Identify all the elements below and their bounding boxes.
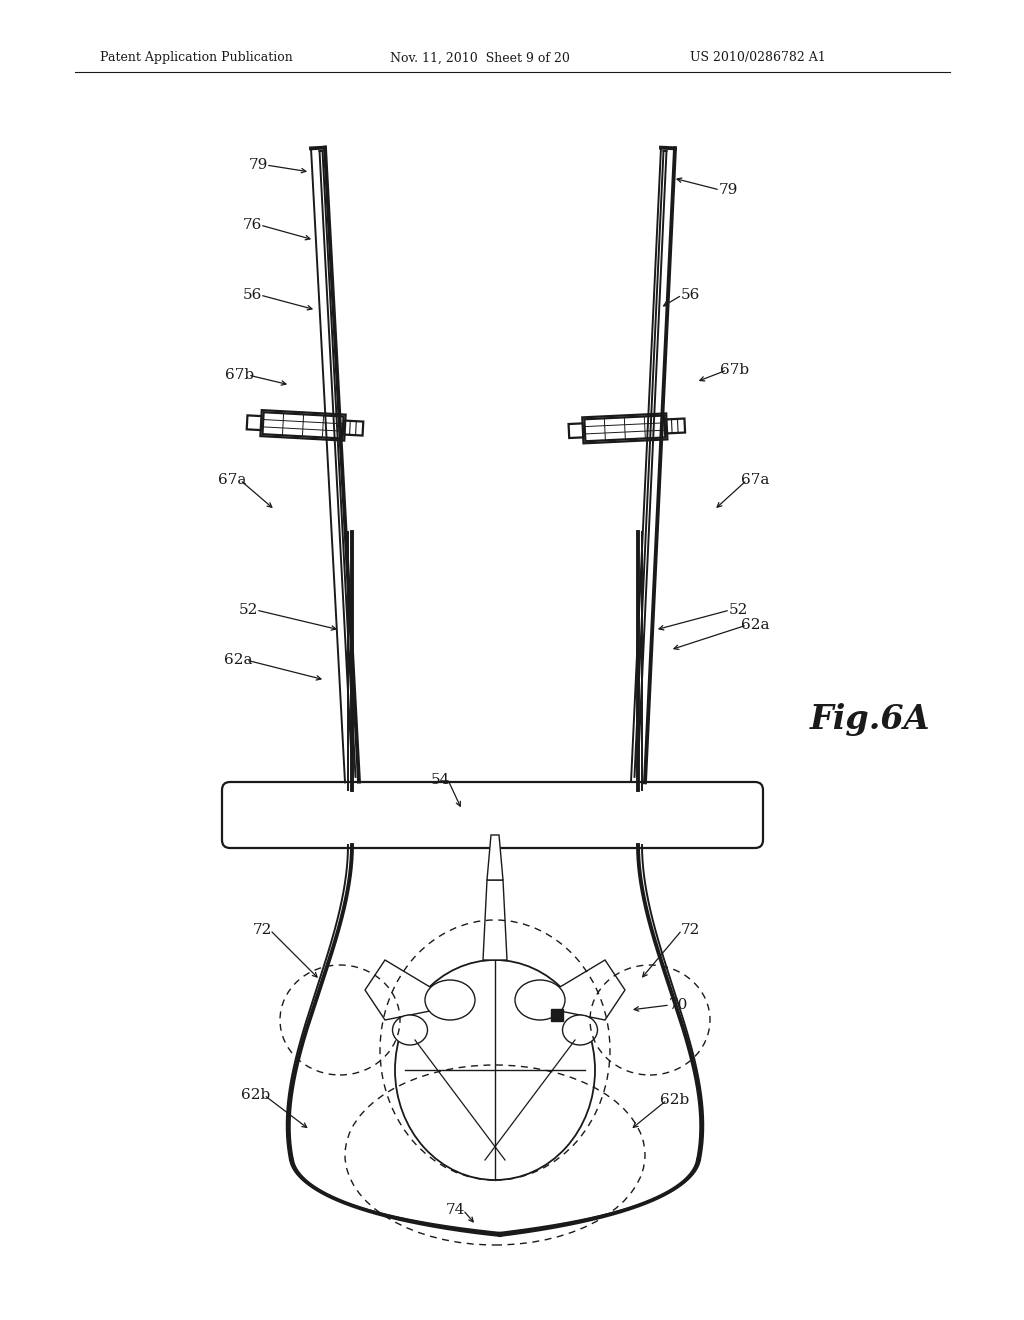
Text: Fig.6A: Fig.6A: [810, 704, 931, 737]
Text: 72: 72: [252, 923, 271, 937]
Polygon shape: [665, 418, 685, 433]
Polygon shape: [585, 416, 666, 441]
Ellipse shape: [392, 1015, 427, 1045]
Text: 56: 56: [243, 288, 262, 302]
Text: 79: 79: [718, 183, 737, 197]
Polygon shape: [487, 836, 503, 880]
Polygon shape: [555, 960, 625, 1020]
Ellipse shape: [562, 1015, 597, 1045]
Text: 52: 52: [239, 603, 258, 616]
FancyBboxPatch shape: [222, 781, 763, 847]
Text: 72: 72: [680, 923, 699, 937]
Bar: [551, 1008, 563, 1020]
Text: 52: 52: [728, 603, 748, 616]
Text: 56: 56: [680, 288, 699, 302]
Polygon shape: [247, 416, 261, 430]
Text: 79: 79: [248, 158, 267, 172]
Text: 67b: 67b: [225, 368, 255, 381]
Polygon shape: [262, 412, 343, 438]
Polygon shape: [343, 421, 364, 436]
Ellipse shape: [425, 979, 475, 1020]
Text: 67a: 67a: [740, 473, 769, 487]
Text: 70: 70: [669, 998, 688, 1012]
Text: 54: 54: [430, 774, 450, 787]
Text: 74: 74: [445, 1203, 465, 1217]
Ellipse shape: [515, 979, 565, 1020]
Text: Nov. 11, 2010  Sheet 9 of 20: Nov. 11, 2010 Sheet 9 of 20: [390, 51, 570, 65]
Text: 67a: 67a: [218, 473, 246, 487]
Text: 62b: 62b: [242, 1088, 270, 1102]
Text: 62a: 62a: [224, 653, 252, 667]
Text: 62a: 62a: [740, 618, 769, 632]
Ellipse shape: [395, 960, 595, 1180]
Text: 67b: 67b: [721, 363, 750, 378]
Text: 76: 76: [243, 218, 262, 232]
Text: 62b: 62b: [660, 1093, 689, 1107]
Polygon shape: [365, 960, 435, 1020]
Polygon shape: [568, 424, 584, 438]
Polygon shape: [483, 880, 507, 960]
Text: US 2010/0286782 A1: US 2010/0286782 A1: [690, 51, 825, 65]
Text: Patent Application Publication: Patent Application Publication: [100, 51, 293, 65]
